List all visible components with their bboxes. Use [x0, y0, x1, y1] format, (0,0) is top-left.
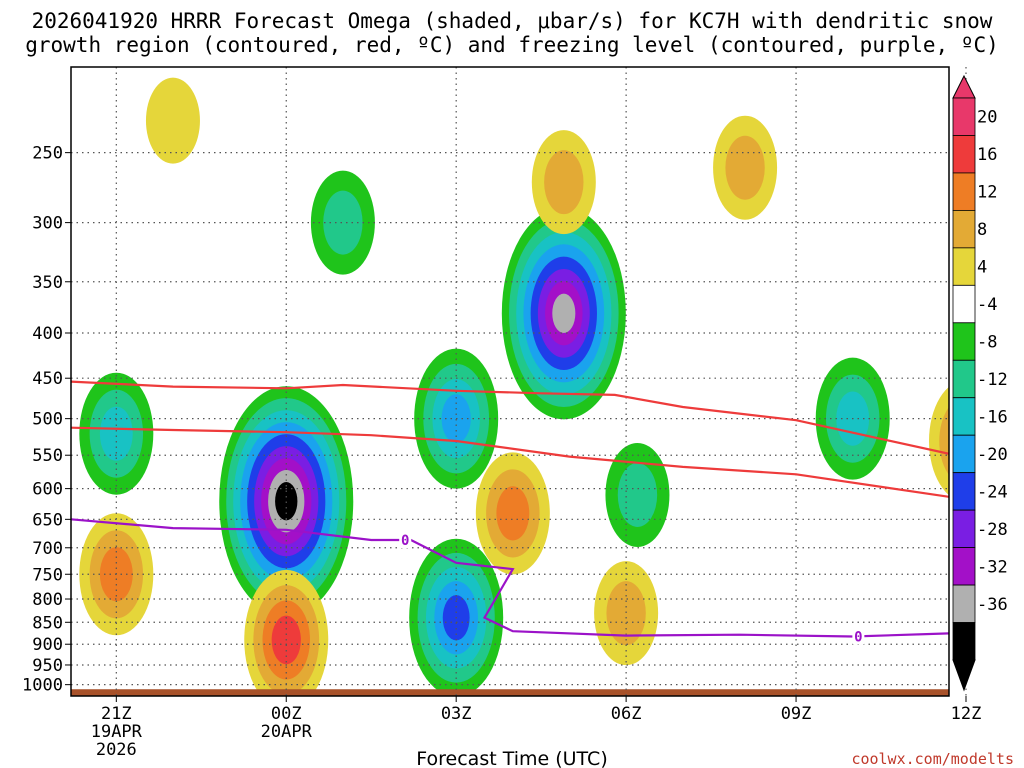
- y-tick-label-250: 250: [32, 144, 63, 164]
- omega-blob-12-level-1: [939, 407, 949, 475]
- y-tick-label-600: 600: [32, 480, 63, 500]
- ground-terrain: [71, 689, 949, 696]
- colorbar-segment-1: [952, 135, 976, 174]
- colorbar-label--16: -16: [977, 407, 1008, 427]
- omega-blob-10-level-1: [617, 462, 658, 527]
- gridlines: [71, 67, 967, 696]
- colorbar-segment-10: [952, 472, 976, 511]
- y-tick-label-650: 650: [32, 510, 63, 530]
- colorbar-segment-8: [952, 397, 976, 436]
- contour-lines: 00: [71, 380, 949, 645]
- omega-blob-15-level-1: [606, 581, 646, 646]
- y-tick-label-1000: 1000: [22, 676, 63, 696]
- y-tick-label-350: 350: [32, 273, 63, 293]
- colorbar-label--32: -32: [977, 557, 1008, 577]
- chart-title-line-1: 2026041920 HRRR Forecast Omega (shaded, …: [31, 9, 993, 33]
- x-tick-label-21Z-1: 19APR: [91, 722, 143, 742]
- colorbar-label-20: 20: [977, 108, 997, 128]
- colorbar-segment-11: [952, 509, 976, 548]
- colorbar-segment-14: [952, 622, 976, 661]
- colorbar-label--4: -4: [977, 295, 997, 315]
- colorbar-top-arrow: [952, 74, 976, 99]
- x-tick-label-00Z-1: 20APR: [261, 722, 313, 742]
- colorbar: 20 16 12 8 4 -4 -8 -12 -16 -20 -24 -28 -32 -36: [952, 74, 1008, 692]
- freezing-label-bg-1: [852, 627, 865, 645]
- colorbar-label-12: 12: [977, 183, 997, 203]
- freezing-level-label-0: 0: [401, 533, 409, 549]
- x-tick-label-06Z-0: 06Z: [611, 704, 642, 724]
- chart-title-line-2: growth region (contoured, red, ºC) and f…: [25, 33, 999, 57]
- dendritic-contour--17C: [71, 426, 949, 498]
- ground-band: [71, 689, 949, 696]
- colorbar-label-16: 16: [977, 145, 997, 165]
- x-axis-label: Forecast Time (UTC): [416, 748, 607, 768]
- colorbar-segment-3: [952, 209, 976, 249]
- colorbar-segment-12: [952, 547, 976, 586]
- y-tick-label-300: 300: [32, 214, 63, 234]
- colorbar-segment-7: [952, 359, 976, 399]
- plot-frame: [70, 66, 950, 697]
- colorbar-label--20: -20: [977, 445, 1008, 465]
- y-tick-label-550: 550: [32, 446, 63, 466]
- colorbar-bottom-arrow: [952, 659, 976, 692]
- y-tick-label-700: 700: [32, 539, 63, 559]
- x-tick-label-00Z-0: 00Z: [271, 704, 302, 724]
- x-tick-label-21Z-2: 2026: [96, 740, 137, 760]
- colorbar-label-8: 8: [977, 220, 987, 240]
- y-tick-label-800: 800: [32, 590, 63, 610]
- colorbar-segment-6: [952, 322, 976, 361]
- colorbar-label-4: 4: [977, 258, 987, 278]
- x-tick-label-03Z-0: 03Z: [441, 704, 472, 724]
- omega-blob-14-level-1: [725, 135, 765, 200]
- omega-blob-12-level-0: [929, 386, 949, 496]
- x-tick-label-21Z-0: 21Z: [101, 704, 132, 724]
- freezing-level-contour: [71, 518, 949, 638]
- y-tick-label-900: 900: [32, 635, 63, 655]
- x-tick-label-12Z-0: 12Z: [951, 704, 982, 724]
- credit-text: coolwx.com/modelts: [851, 750, 1014, 768]
- colorbar-segment-5: [952, 284, 976, 324]
- y-tick-label-500: 500: [32, 410, 63, 430]
- freezing-level-label-1: 0: [854, 629, 862, 645]
- y-axis: 2503003504004505005506006507007508008509…: [22, 144, 71, 696]
- omega-blob-2-level-8: [275, 482, 298, 521]
- y-tick-label-850: 850: [32, 613, 63, 633]
- colorbar-label--8: -8: [977, 333, 997, 353]
- colorbar-segment-13: [952, 584, 976, 623]
- colorbar-label--24: -24: [977, 482, 1008, 502]
- freezing-label-bg-0: [399, 531, 412, 549]
- y-tick-label-450: 450: [32, 369, 63, 389]
- omega-blob-1-level-0: [145, 77, 200, 164]
- dendritic-contour--12C: [71, 380, 949, 455]
- x-tick-label-09Z-0: 09Z: [781, 704, 812, 724]
- colorbar-label--28: -28: [977, 520, 1008, 540]
- omega-blob-3-level-1: [323, 190, 363, 255]
- colorbar-label--36: -36: [977, 595, 1008, 615]
- y-tick-label-750: 750: [32, 565, 63, 585]
- colorbar-label--12: -12: [977, 370, 1008, 390]
- omega-blob-7-level-2: [496, 486, 530, 541]
- colorbar-segment-4: [952, 247, 976, 286]
- colorbar-segment-2: [952, 172, 976, 211]
- y-tick-label-950: 950: [32, 656, 63, 676]
- omega-blob-6-level-7: [552, 293, 576, 334]
- omega-blob-0-level-2: [99, 406, 133, 461]
- omega-blob-13-level-1: [544, 150, 584, 215]
- colorbar-segment-0: [952, 97, 976, 136]
- colorbar-segment-9: [952, 434, 976, 474]
- y-tick-label-400: 400: [32, 324, 63, 344]
